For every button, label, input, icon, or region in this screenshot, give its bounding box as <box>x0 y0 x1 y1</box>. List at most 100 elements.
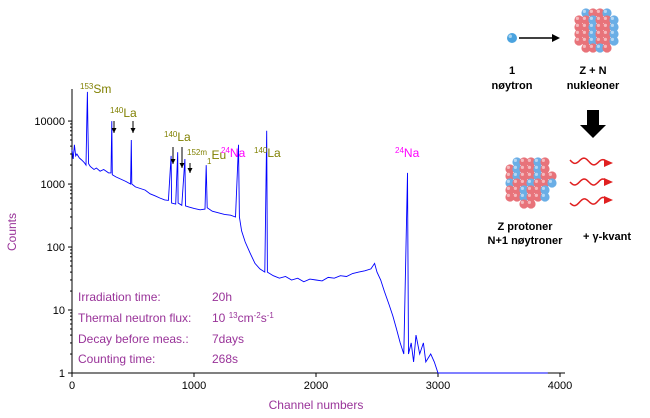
nucleon-ball <box>526 164 536 174</box>
nucleon-shine <box>506 186 511 190</box>
nucleon-shine <box>582 30 586 34</box>
nucleon-ball <box>540 192 550 202</box>
nucleon-ball <box>595 15 605 25</box>
nucleon-ball <box>540 164 550 174</box>
nucleon-shine <box>513 179 517 183</box>
nucleon-ball <box>588 15 598 25</box>
nucleon <box>609 36 619 46</box>
x-tick-label: 4000 <box>548 380 572 392</box>
nucleon <box>602 43 612 53</box>
arrow-head <box>604 196 613 204</box>
peak-element: Eu <box>211 148 226 162</box>
nucleon-shine <box>527 200 531 204</box>
arrow-head <box>111 128 117 133</box>
nucleon-ball <box>540 185 550 195</box>
nucleon-ball <box>533 157 543 167</box>
nucleon-ball <box>519 178 529 188</box>
nucleon-shine <box>610 37 614 41</box>
nucleon-shine <box>541 179 545 183</box>
y-tick-label: 100 <box>47 242 65 254</box>
nucleon-shine <box>520 200 524 204</box>
nucleon-shine <box>541 186 545 190</box>
nucleon-ball <box>512 157 522 167</box>
nucleon-shine <box>527 158 531 162</box>
nucleon-shine <box>575 37 579 41</box>
info-value: 10 13cm-2s-1 <box>212 311 274 326</box>
nucleon-shine <box>506 165 511 169</box>
nucleon-shine <box>541 193 545 197</box>
nucleon-ball <box>533 185 543 195</box>
nucleon-shine <box>603 37 607 41</box>
nucleon-shine <box>527 193 531 197</box>
nucleon-ball <box>533 192 543 202</box>
nucleon <box>547 178 557 188</box>
diagram-label: N+1 nøytroner <box>488 235 564 247</box>
nucleon-shine <box>520 172 524 176</box>
peak-label: 153Sm <box>80 82 111 97</box>
x-tick-label: 2000 <box>304 380 328 392</box>
diagram-label: nukleoner <box>567 80 620 92</box>
nucleon-ball <box>595 22 605 32</box>
nucleon-shine <box>589 9 593 13</box>
nucleon-ball <box>519 185 529 195</box>
peak-element: La <box>123 106 137 120</box>
nucleon-ball <box>595 43 605 53</box>
nucleon-shine <box>527 179 531 183</box>
info-label: Irradiation time: <box>78 290 161 304</box>
nucleon-ball <box>505 192 515 202</box>
nucleon-shine <box>527 172 531 176</box>
nucleon-ball <box>519 157 529 167</box>
nucleon-ball <box>505 171 515 181</box>
nucleon-shine <box>506 193 511 197</box>
nucleon-shine <box>582 16 586 20</box>
nucleon-shine <box>534 186 538 190</box>
nucleon-shine <box>527 186 531 190</box>
nucleon-shine <box>513 165 517 169</box>
x-tick-label: 1000 <box>182 380 206 392</box>
nucleon-ball <box>540 171 550 181</box>
nucleon-ball <box>588 22 598 32</box>
peak-label: 140La <box>110 106 137 121</box>
nucleon-shine <box>610 23 614 27</box>
info-value-part: s <box>261 311 267 325</box>
nucleon-ball <box>540 157 550 167</box>
nucleon-shine <box>513 172 517 176</box>
peak-mass: 24 <box>221 146 230 155</box>
nucleon-shine <box>603 9 607 13</box>
peak-element: La <box>267 146 281 160</box>
info-value: 7days <box>212 332 244 346</box>
peak-mass: 140 <box>110 106 124 115</box>
nucleon-ball <box>533 164 543 174</box>
nucleon-ball <box>609 29 619 39</box>
nucleon-shine <box>534 165 538 169</box>
nucleon-ball <box>533 178 543 188</box>
diagram-label: Z protoner <box>498 221 554 233</box>
nucleon-ball <box>609 22 619 32</box>
nucleon-ball <box>547 178 557 188</box>
nucleon-ball <box>602 22 612 32</box>
info-value-part: 7days <box>212 332 244 346</box>
diagram-label: 1 <box>509 65 515 77</box>
nucleon-ball <box>519 192 529 202</box>
nucleon-ball <box>512 164 522 174</box>
arrow-head <box>187 168 193 173</box>
nucleon-ball <box>526 178 536 188</box>
spectrum-line <box>71 91 548 374</box>
nucleon-shine <box>589 30 593 34</box>
peak-mass: 153 <box>80 82 94 91</box>
peak-mass: 152m <box>187 148 207 157</box>
x-tick-label: 0 <box>69 380 75 392</box>
nucleon-ball <box>526 185 536 195</box>
arrow-head <box>170 159 176 164</box>
nucleon-ball <box>574 22 584 32</box>
info-value-part: 268s <box>212 352 238 366</box>
nucleon-ball <box>505 185 515 195</box>
info-value: 20h <box>212 290 232 304</box>
x-axis-label: Channel numbers <box>269 398 364 412</box>
peak-isomer: 1 <box>207 157 212 166</box>
nucleon-ball <box>602 15 612 25</box>
nucleon-ball <box>574 29 584 39</box>
nucleon-ball <box>540 178 550 188</box>
nucleon-shine <box>513 193 517 197</box>
nucleon-shine <box>506 172 511 176</box>
